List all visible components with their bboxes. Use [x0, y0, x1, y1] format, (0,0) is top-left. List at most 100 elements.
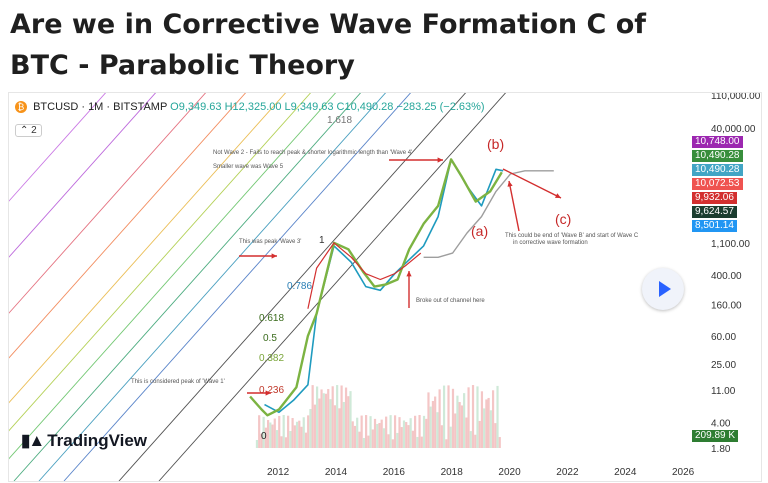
volume-bar: [474, 434, 477, 448]
y-axis-tick-label: 400.00: [711, 271, 742, 282]
volume-bar: [407, 425, 410, 448]
volume-bar: [398, 417, 401, 448]
volume-bar: [304, 432, 308, 448]
volume-bar: [465, 417, 468, 448]
arrow-head: [406, 271, 412, 277]
volume-bar: [434, 396, 437, 448]
volume-bar: [387, 434, 390, 448]
price-badge: 9,932.06: [692, 192, 737, 204]
channel-line: [9, 93, 287, 404]
fib-level-label: 0: [261, 431, 267, 442]
volume-bar: [307, 415, 310, 448]
volume-bar: [275, 430, 279, 448]
volume-bar: [295, 421, 299, 448]
symbol-bar: ₿ BTCUSD · 1M · BITSTAMP O9,349.63 H12,3…: [15, 101, 485, 114]
channel-line: [9, 93, 337, 460]
channel-line: [9, 93, 107, 202]
volume-bar: [422, 415, 426, 448]
annotation-arrow: [508, 180, 520, 232]
volume-bar: [273, 418, 276, 448]
volume-bar: [478, 420, 481, 448]
volume-bar: [353, 425, 357, 448]
volume-bar: [402, 420, 406, 448]
fib-level-label: 1.618: [327, 115, 352, 126]
volume-bar: [425, 418, 428, 448]
volume-bar: [255, 440, 259, 448]
price-series-line: [307, 242, 422, 309]
x-axis-tick-label: 2022: [556, 467, 579, 478]
arrow-head: [555, 193, 561, 198]
price-series-line: [423, 170, 554, 259]
volume-bar: [282, 415, 285, 448]
volume-bar: [445, 439, 448, 448]
play-button[interactable]: [642, 268, 684, 310]
volume-bar: [431, 400, 435, 448]
volume-bar: [322, 393, 325, 448]
volume-bar: [365, 415, 368, 448]
price-badge: 10,490.28: [692, 150, 743, 162]
tradingview-mark-icon: ▮▲: [21, 431, 45, 450]
volume-bar: [360, 415, 363, 448]
bitcoin-icon: ₿: [15, 101, 27, 114]
y-axis-tick-label: 11.00: [711, 386, 736, 397]
volume-bar: [324, 393, 328, 448]
chart-annotation: This is considered peak of 'Wave 1': [131, 379, 225, 385]
play-icon: [659, 281, 671, 297]
volume-bar: [409, 418, 412, 448]
tradingview-logo[interactable]: ▮▲ TradingView: [21, 431, 147, 451]
volume-bar: [483, 408, 486, 448]
volume-bar: [480, 391, 484, 448]
volume-bar: [389, 415, 392, 448]
x-axis-tick-label: 2018: [441, 467, 464, 478]
chevron-up-icon: ⌃: [20, 125, 29, 136]
x-axis-tick-label: 2026: [672, 467, 695, 478]
annotation-arrow: [502, 168, 562, 199]
volume-bar: [489, 410, 492, 448]
price-series-line: [249, 158, 503, 417]
fib-level-label: 0.236: [259, 385, 284, 396]
volume-bar: [309, 408, 312, 448]
volume-bar: [340, 385, 343, 448]
y-axis-tick-label: 40,000.00: [711, 124, 756, 135]
volume-bar: [393, 415, 397, 448]
volume-bar: [411, 430, 414, 448]
volume-bar: [447, 385, 450, 448]
volume-bar: [467, 387, 470, 448]
volume-bar: [376, 424, 379, 448]
volume-bar: [498, 437, 501, 448]
chart-annotation: Broke out of channel here: [416, 298, 485, 304]
volume-bar: [380, 419, 383, 448]
fib-level-label: 1: [319, 235, 325, 246]
y-axis-tick-label: 1,100.00: [711, 239, 750, 250]
volume-bar: [327, 389, 330, 448]
price-chart[interactable]: 1.618 1 0.786 0.618 0.5 0.382 0.236 0 (b) (a) (c)…: [9, 93, 761, 481]
price-badge: 10,490.28: [692, 164, 743, 176]
volume-bar: [485, 399, 488, 448]
channel-line: [9, 93, 312, 432]
volume-bar: [400, 427, 403, 448]
collapse-indicators-button[interactable]: ⌃ 2: [15, 124, 42, 137]
x-axis-tick-label: 2020: [498, 467, 521, 478]
volume-bar: [278, 415, 281, 448]
y-axis-tick-label: 25.00: [711, 360, 736, 371]
volume-bar: [456, 395, 459, 448]
chart-panel[interactable]: 1.618 1 0.786 0.618 0.5 0.382 0.236 0 (b) (a) (c)…: [8, 92, 762, 482]
arrow-head: [437, 157, 443, 163]
chart-annotation: (c): [555, 211, 571, 227]
indicator-count: 2: [31, 125, 37, 136]
volume-bar: [385, 416, 388, 448]
volume-bar: [487, 397, 490, 448]
volume-bar: [491, 390, 495, 448]
volume-bar: [449, 426, 452, 448]
arrow-head: [271, 253, 277, 259]
volume-bar: [347, 396, 350, 448]
volume-bar: [429, 406, 432, 448]
volume-bar: [496, 385, 499, 448]
symbol-name[interactable]: BTCUSD · 1M · BITSTAMP: [33, 101, 168, 113]
volume-bar: [280, 436, 283, 448]
price-badge: 10,072.53: [692, 178, 743, 190]
volume-bar: [442, 385, 446, 448]
price-badge: 9,624.57: [692, 206, 737, 218]
volume-bar: [391, 439, 394, 448]
volume-bar: [454, 413, 457, 448]
